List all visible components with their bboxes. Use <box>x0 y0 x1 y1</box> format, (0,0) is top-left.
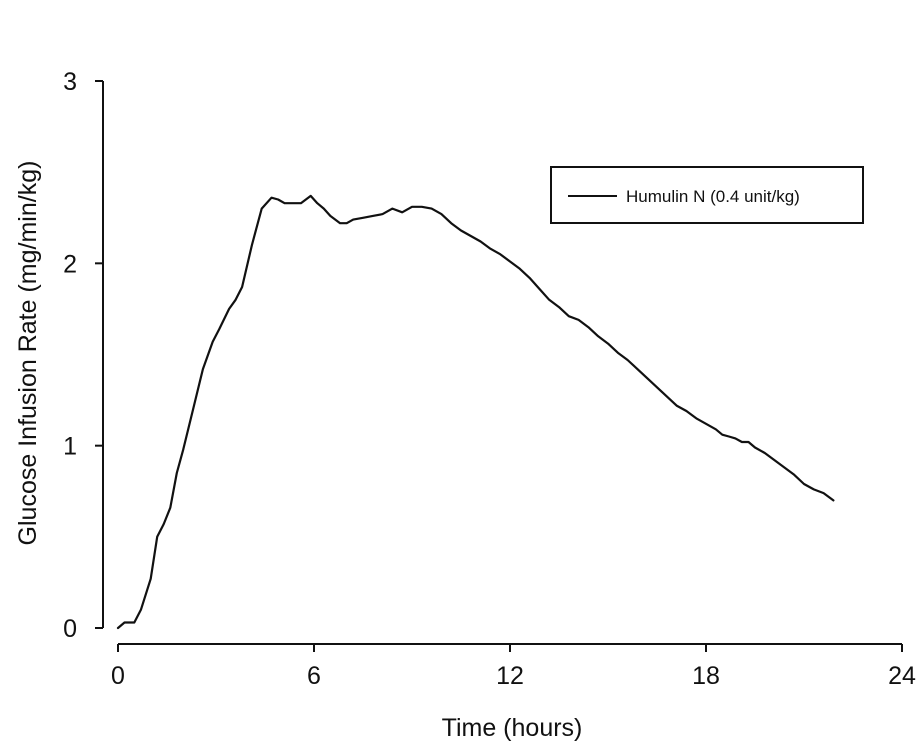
y-axis-title: Glucose Infusion Rate (mg/min/kg) <box>14 161 42 546</box>
series-line-0 <box>116 194 835 630</box>
x-tick-label: 24 <box>888 662 916 690</box>
x-tick-label: 6 <box>307 662 321 690</box>
y-tick-label: 2 <box>63 250 77 278</box>
x-tick-label: 12 <box>496 662 524 690</box>
axes-group <box>102 81 902 645</box>
y-tick-label: 1 <box>63 433 77 461</box>
y-tick-label: 0 <box>63 615 77 643</box>
y-tick-label: 3 <box>63 68 77 96</box>
legend-label: Humulin N (0.4 unit/kg) <box>626 187 800 206</box>
series-layer <box>116 194 835 630</box>
x-axis-title: Time (hours) <box>442 714 583 742</box>
legend: Humulin N (0.4 unit/kg) <box>550 166 864 224</box>
x-tick-label: 18 <box>692 662 720 690</box>
x-tick-label: 0 <box>111 662 125 690</box>
